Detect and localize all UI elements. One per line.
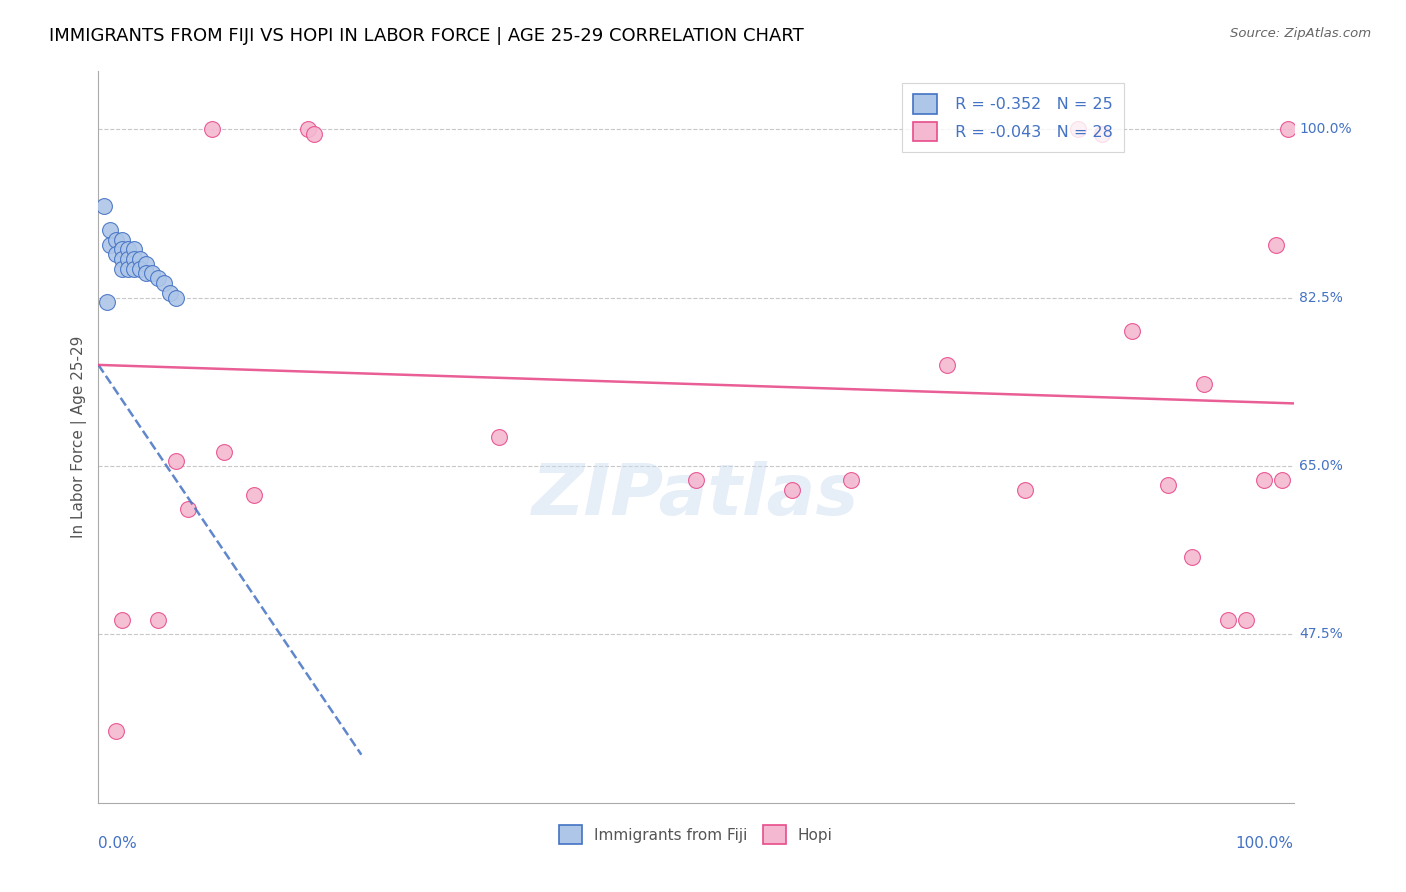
- Point: [1067, 122, 1090, 136]
- Point: [212, 444, 235, 458]
- Point: [936, 358, 959, 372]
- Point: [201, 122, 224, 136]
- Point: [124, 243, 146, 257]
- Point: [1091, 127, 1114, 141]
- Point: [148, 271, 170, 285]
- Point: [111, 613, 134, 627]
- Point: [148, 613, 170, 627]
- Text: 100.0%: 100.0%: [1236, 836, 1294, 851]
- Point: [1277, 122, 1299, 136]
- Point: [105, 233, 128, 247]
- Point: [105, 723, 128, 738]
- Point: [243, 488, 266, 502]
- Point: [135, 257, 157, 271]
- Point: [165, 291, 187, 305]
- Text: IMMIGRANTS FROM FIJI VS HOPI IN LABOR FORCE | AGE 25-29 CORRELATION CHART: IMMIGRANTS FROM FIJI VS HOPI IN LABOR FO…: [49, 27, 804, 45]
- Point: [105, 247, 128, 261]
- Text: Source: ZipAtlas.com: Source: ZipAtlas.com: [1230, 27, 1371, 40]
- Point: [124, 261, 146, 276]
- Text: 100.0%: 100.0%: [1299, 122, 1353, 136]
- Point: [117, 243, 139, 257]
- Point: [111, 261, 134, 276]
- Point: [117, 252, 139, 266]
- Point: [1181, 550, 1204, 565]
- Point: [1234, 613, 1257, 627]
- Point: [1264, 237, 1286, 252]
- Point: [93, 199, 115, 213]
- Text: 47.5%: 47.5%: [1299, 627, 1343, 641]
- Text: 82.5%: 82.5%: [1299, 291, 1343, 304]
- Point: [96, 295, 118, 310]
- Point: [1271, 474, 1294, 488]
- Point: [111, 243, 134, 257]
- Point: [1121, 324, 1143, 338]
- Legend: Immigrants from Fiji, Hopi: Immigrants from Fiji, Hopi: [553, 819, 839, 850]
- Point: [159, 285, 181, 300]
- Point: [488, 430, 510, 444]
- Point: [1192, 377, 1215, 392]
- Point: [129, 252, 152, 266]
- Point: [1253, 474, 1275, 488]
- Point: [111, 252, 134, 266]
- Point: [302, 127, 325, 141]
- Point: [135, 267, 157, 281]
- Text: ZIPatlas: ZIPatlas: [533, 461, 859, 530]
- Point: [1014, 483, 1036, 497]
- Point: [841, 474, 863, 488]
- Point: [685, 474, 707, 488]
- Point: [111, 233, 134, 247]
- Point: [297, 122, 319, 136]
- Point: [98, 223, 122, 237]
- Point: [177, 502, 200, 516]
- Point: [129, 261, 152, 276]
- Text: 65.0%: 65.0%: [1299, 459, 1343, 473]
- Point: [141, 267, 163, 281]
- Point: [1216, 613, 1239, 627]
- Point: [153, 276, 176, 290]
- Text: 0.0%: 0.0%: [98, 836, 138, 851]
- Point: [124, 252, 146, 266]
- Point: [780, 483, 803, 497]
- Point: [117, 261, 139, 276]
- Point: [98, 237, 122, 252]
- Y-axis label: In Labor Force | Age 25-29: In Labor Force | Age 25-29: [72, 336, 87, 538]
- Point: [165, 454, 187, 468]
- Point: [1157, 478, 1180, 492]
